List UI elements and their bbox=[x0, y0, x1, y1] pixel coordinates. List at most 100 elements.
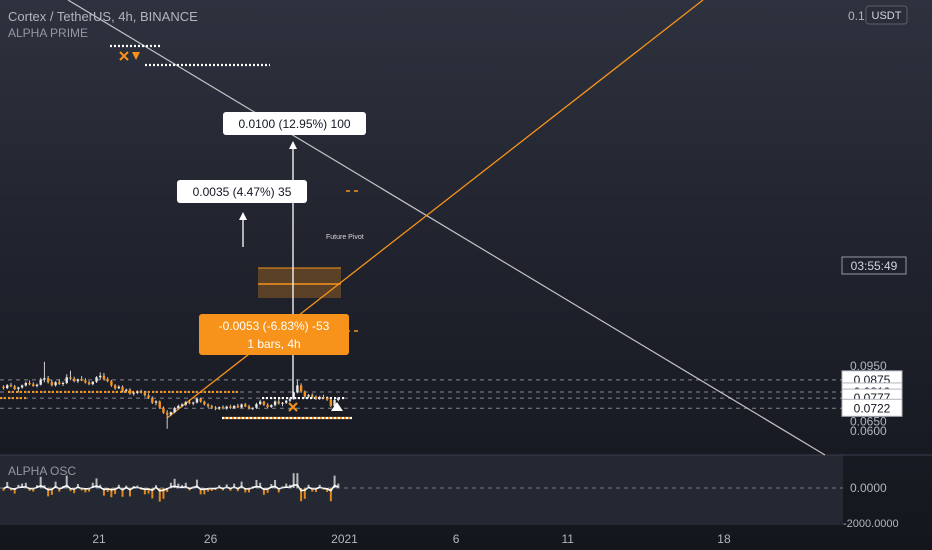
osc-bar bbox=[195, 479, 198, 488]
candle bbox=[32, 382, 35, 387]
candle-body bbox=[221, 407, 225, 409]
osc-bar bbox=[143, 488, 146, 495]
candle-body bbox=[50, 382, 54, 386]
candle-body bbox=[80, 379, 83, 381]
candle bbox=[154, 400, 158, 406]
candle bbox=[158, 400, 161, 410]
candle bbox=[188, 399, 191, 405]
osc-bar bbox=[218, 485, 221, 488]
candle-body bbox=[296, 385, 299, 393]
osc-bar bbox=[13, 488, 16, 494]
candle-body bbox=[43, 378, 46, 380]
osc-bar bbox=[255, 480, 258, 488]
candle bbox=[232, 405, 236, 410]
countdown-box bbox=[841, 256, 907, 275]
candle bbox=[214, 406, 217, 411]
candle-body bbox=[311, 395, 314, 397]
osc-bar bbox=[262, 488, 265, 495]
candle-body bbox=[117, 386, 121, 389]
candle-body bbox=[236, 405, 240, 408]
candle bbox=[203, 400, 206, 406]
candle bbox=[80, 376, 83, 382]
candle-body bbox=[299, 385, 303, 392]
candle bbox=[136, 390, 139, 395]
signal-markers bbox=[119, 51, 343, 412]
measure-label-text: 0.0100 (12.95%) 100 bbox=[238, 117, 350, 131]
candle bbox=[151, 396, 154, 405]
candle-body bbox=[113, 385, 117, 389]
y-tick-label: 0.0950 bbox=[850, 359, 887, 373]
candle-body bbox=[303, 391, 307, 397]
candle bbox=[247, 404, 251, 410]
candle-body bbox=[136, 391, 139, 393]
candle bbox=[43, 361, 46, 383]
osc-bar bbox=[166, 488, 169, 492]
currency-badge-box[interactable] bbox=[865, 5, 908, 25]
candle-body bbox=[177, 405, 180, 408]
candle bbox=[121, 385, 124, 393]
candle bbox=[322, 394, 325, 399]
candle bbox=[17, 386, 20, 392]
candle-body bbox=[151, 397, 154, 403]
candle-body bbox=[292, 392, 295, 400]
candle bbox=[210, 404, 214, 410]
osc-bar bbox=[270, 484, 273, 488]
candle bbox=[72, 376, 76, 383]
candle bbox=[46, 375, 50, 384]
candle-body bbox=[2, 386, 5, 389]
candle-body bbox=[139, 391, 143, 393]
osc-bar bbox=[307, 484, 310, 488]
osc-bar bbox=[311, 488, 314, 492]
partial-bottom-tick: -2000.0000 bbox=[843, 518, 899, 530]
candle-body bbox=[218, 407, 221, 409]
candle bbox=[337, 396, 340, 402]
candle bbox=[206, 403, 210, 408]
osc-bar bbox=[91, 482, 94, 488]
candle-body bbox=[240, 404, 243, 408]
osc-bar bbox=[69, 488, 72, 492]
osc-bar bbox=[110, 488, 113, 498]
candle bbox=[292, 391, 295, 400]
candle-body bbox=[307, 395, 310, 397]
osc-bar bbox=[32, 488, 35, 492]
candle-body bbox=[65, 377, 68, 384]
candle bbox=[102, 372, 106, 381]
currency-badge-text[interactable]: USDT bbox=[872, 10, 902, 22]
indicator-title: ALPHA PRIME bbox=[8, 26, 88, 40]
osc-bar bbox=[329, 488, 332, 502]
candle bbox=[281, 401, 284, 407]
candle bbox=[273, 400, 277, 407]
candle bbox=[255, 402, 258, 409]
candle-body bbox=[165, 412, 169, 415]
candle bbox=[162, 406, 165, 414]
currency-badge[interactable]: USDT bbox=[865, 5, 908, 25]
osc-bar bbox=[95, 478, 98, 488]
osc-bar bbox=[28, 488, 31, 491]
osc-bar bbox=[296, 473, 299, 488]
candle-body bbox=[13, 386, 16, 389]
osc-bar bbox=[151, 488, 154, 499]
osc-bar bbox=[6, 482, 9, 488]
measure-label-box bbox=[177, 180, 307, 203]
candle-body bbox=[288, 399, 292, 401]
osc-bar bbox=[169, 482, 172, 488]
candle bbox=[61, 381, 65, 386]
oscillator-panel bbox=[0, 454, 932, 525]
osc-bar bbox=[210, 488, 213, 491]
osc-bar bbox=[300, 488, 303, 502]
osc-bar bbox=[173, 478, 176, 488]
osc-bar bbox=[292, 473, 295, 488]
osc-bar bbox=[128, 488, 131, 497]
candle bbox=[58, 379, 61, 385]
osc-bar bbox=[203, 488, 206, 495]
osc-bar bbox=[84, 488, 87, 493]
candle-body bbox=[244, 404, 247, 407]
candle bbox=[117, 385, 121, 390]
candle-body bbox=[314, 396, 318, 399]
candle bbox=[244, 402, 247, 408]
sell-triangle-marker bbox=[132, 52, 140, 60]
candle-body bbox=[195, 398, 199, 403]
candle-body bbox=[61, 383, 65, 385]
